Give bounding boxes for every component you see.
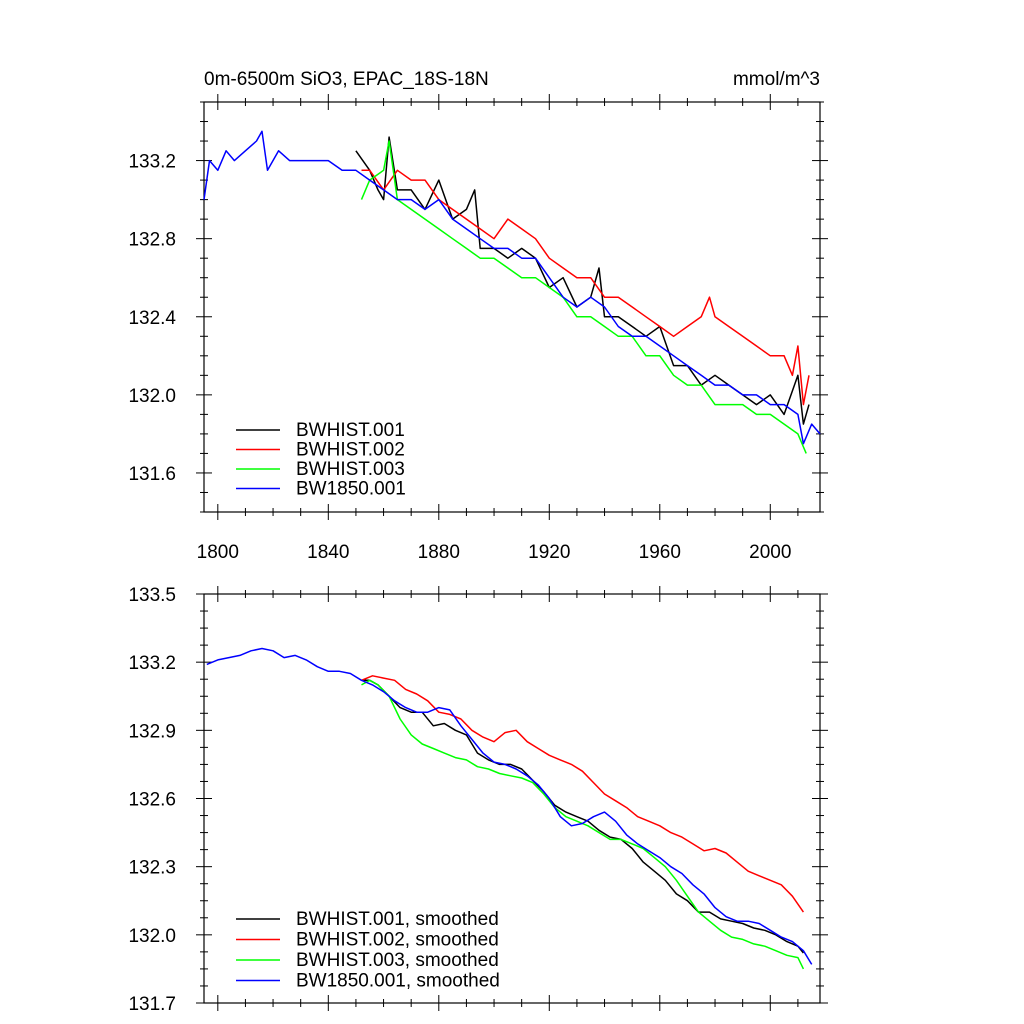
legend-label: BWHIST.002, smoothed xyxy=(296,930,499,951)
legend-label: BWHIST.003 xyxy=(296,459,405,480)
y-tick-label: 132.0 xyxy=(128,386,176,407)
top-panel-raw-series: 1800 1840 1880 1920 1960 2000 131.6 132.0 132.4 1… xyxy=(128,94,828,563)
y-tick-label: 132.0 xyxy=(128,926,176,947)
x-tick-label: 1880 xyxy=(418,542,460,563)
y-tick-label: 133.2 xyxy=(128,653,176,674)
series-line-bwhist-002 xyxy=(361,169,810,406)
y-tick-label: 133.2 xyxy=(128,152,176,173)
legend-label: BWHIST.001 xyxy=(296,420,405,441)
y-tick-label: 132.3 xyxy=(128,858,176,879)
y-tick-label: 131.6 xyxy=(128,464,176,485)
series-line-bwhist-003 xyxy=(360,140,807,454)
bottom-panel-smoothed-series: 131.7 132.0 132.3 132.6 132.9 133.2 133.5 BWHIS… xyxy=(128,585,828,1015)
series-line-bw1850-001-smoothed xyxy=(206,647,813,965)
series-line-bwhist-002-smoothed xyxy=(361,675,805,913)
chart-units: mmol/m^3 xyxy=(733,69,820,90)
x-tick-label: 1960 xyxy=(639,542,681,563)
y-tick-label: 132.9 xyxy=(128,721,176,742)
legend-label: BW1850.001, smoothed xyxy=(296,971,500,992)
legend-label: BWHIST.001, smoothed xyxy=(296,909,499,930)
y-tick-label: 133.5 xyxy=(128,585,176,606)
legend-label: BWHIST.003, smoothed xyxy=(296,950,499,971)
y-tick-label: 132.8 xyxy=(128,230,176,251)
series-line-bw1850-001 xyxy=(203,130,821,445)
x-tick-label: 2000 xyxy=(749,542,791,563)
chart-title: 0m-6500m SiO3, EPAC_18S-18N xyxy=(204,69,489,90)
series-line-bwhist-001-smoothed xyxy=(361,679,804,954)
legend-label: BWHIST.002 xyxy=(296,440,405,461)
y-tick-label: 132.4 xyxy=(128,308,176,329)
x-tick-label: 1920 xyxy=(528,542,570,563)
plot-frame xyxy=(203,101,821,513)
x-tick-label: 1840 xyxy=(307,542,349,563)
y-tick-label: 132.6 xyxy=(128,790,176,811)
x-tick-label: 1800 xyxy=(197,542,239,563)
y-tick-label: 131.7 xyxy=(128,994,176,1015)
legend-label: BW1850.001 xyxy=(296,479,406,500)
